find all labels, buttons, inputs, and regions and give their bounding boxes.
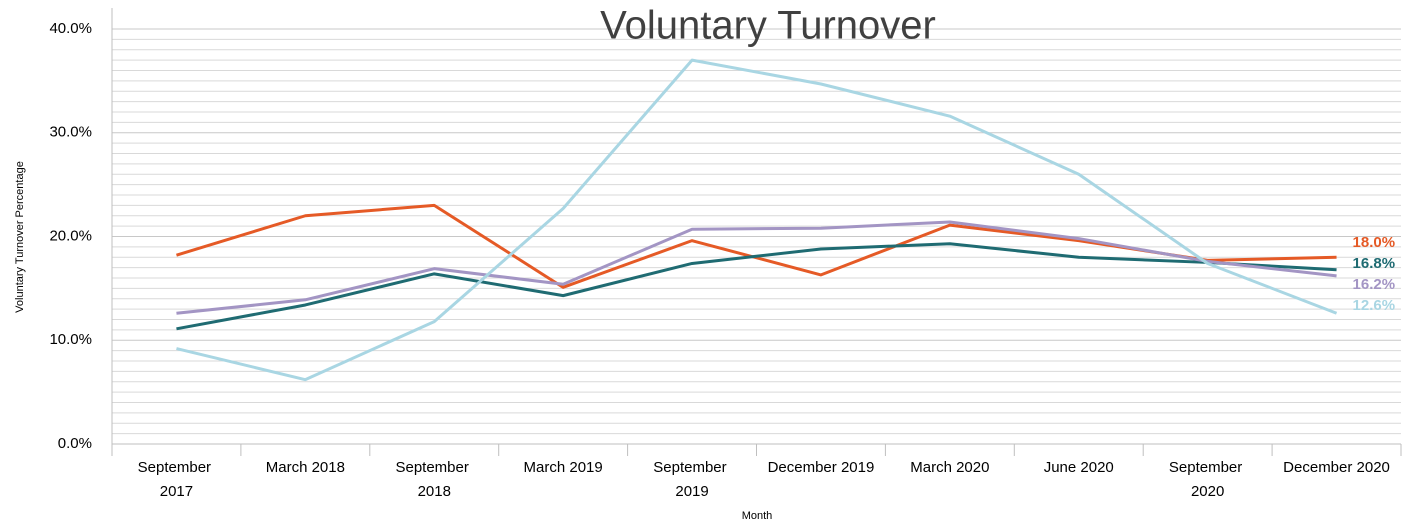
x-tick-label: December 2020 [1283, 459, 1390, 476]
x-tick-label: March 2018 [266, 459, 345, 476]
series-line [176, 203, 1337, 289]
y-tick-label: 0.0% [58, 435, 92, 452]
x-tick-label: September 2017 [138, 459, 216, 500]
chart-title: Voluntary Turnover [600, 4, 936, 48]
x-tick-label: September 2020 [1169, 459, 1247, 500]
y-tick-label: 40.0% [49, 20, 92, 37]
y-axis-label: Voluntary Turnover Percentage [14, 161, 26, 313]
x-tick-label: September 2019 [653, 459, 731, 500]
x-tick-label: June 2020 [1044, 459, 1114, 476]
x-tick-label: September 2018 [395, 459, 473, 500]
value-label: 12.6% [1353, 297, 1396, 314]
y-tick-label: 20.0% [49, 227, 92, 244]
series-line [176, 220, 1337, 315]
value-label: 18.0% [1353, 234, 1396, 251]
x-tick-label: March 2019 [524, 459, 603, 476]
x-axis-label: Month [742, 510, 773, 522]
y-tick-label: 30.0% [49, 124, 92, 141]
y-tick-label: 10.0% [49, 331, 92, 348]
x-tick-label: December 2019 [768, 459, 875, 476]
series-line [176, 58, 1338, 382]
series-line [176, 242, 1337, 331]
x-tick-label: March 2020 [910, 459, 989, 476]
value-label: 16.2% [1353, 276, 1396, 293]
value-label: 16.8% [1353, 255, 1396, 272]
